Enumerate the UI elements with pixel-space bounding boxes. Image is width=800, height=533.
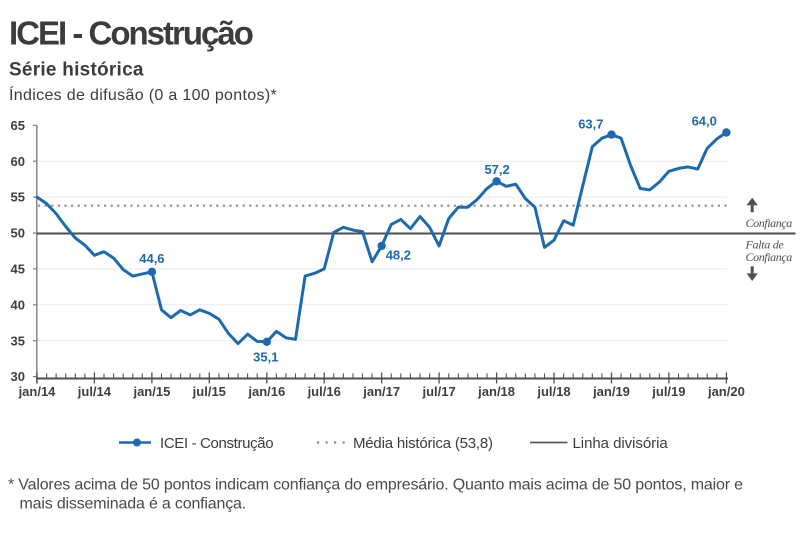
svg-text:40: 40 (11, 297, 25, 312)
svg-text:Linha divisória: Linha divisória (573, 435, 669, 452)
svg-text:jan/17: jan/17 (362, 384, 400, 399)
svg-text:Falta de: Falta de (745, 238, 785, 252)
svg-text:65: 65 (11, 118, 25, 133)
svg-text:Confiança: Confiança (746, 250, 793, 264)
svg-text:45: 45 (11, 262, 25, 277)
svg-text:jul/19: jul/19 (651, 384, 685, 399)
svg-text:44,6: 44,6 (139, 251, 164, 266)
svg-text:35: 35 (11, 333, 25, 348)
svg-text:Média histórica (53,8): Média histórica (53,8) (353, 435, 493, 452)
svg-text:Série histórica: Série histórica (9, 60, 144, 81)
svg-text:60: 60 (11, 154, 25, 169)
svg-text:Índices de difusão (0 a 100 po: Índices de difusão (0 a 100 pontos)* (9, 85, 277, 104)
svg-text:ICEI - Construção: ICEI - Construção (9, 15, 253, 52)
svg-text:50: 50 (11, 226, 25, 241)
svg-text:jan/20: jan/20 (707, 384, 745, 399)
svg-text:jul/17: jul/17 (421, 384, 455, 399)
svg-text:* Valores acima de 50 pontos i: * Valores acima de 50 pontos indicam con… (8, 477, 743, 494)
svg-text:30: 30 (11, 369, 25, 384)
svg-text:jul/16: jul/16 (307, 384, 341, 399)
svg-text:jul/15: jul/15 (192, 384, 226, 399)
svg-text:35,1: 35,1 (253, 350, 278, 365)
svg-text:jan/14: jan/14 (18, 384, 57, 399)
svg-text:Confiança: Confiança (746, 216, 793, 230)
svg-text:jul/14: jul/14 (77, 384, 112, 399)
svg-text:48,2: 48,2 (386, 247, 411, 262)
svg-text:64,0: 64,0 (692, 114, 717, 129)
svg-text:mais disseminada é a confiança: mais disseminada é a confiança. (20, 496, 247, 513)
svg-text:ICEI - Construção: ICEI - Construção (160, 435, 273, 452)
svg-text:55: 55 (11, 190, 25, 205)
svg-text:63,7: 63,7 (578, 117, 603, 132)
svg-text:jan/19: jan/19 (592, 384, 630, 399)
svg-text:jul/18: jul/18 (536, 384, 570, 399)
svg-text:jan/16: jan/16 (247, 384, 285, 399)
svg-text:57,2: 57,2 (484, 162, 509, 177)
svg-text:jan/18: jan/18 (477, 384, 515, 399)
svg-text:jan/15: jan/15 (132, 384, 170, 399)
